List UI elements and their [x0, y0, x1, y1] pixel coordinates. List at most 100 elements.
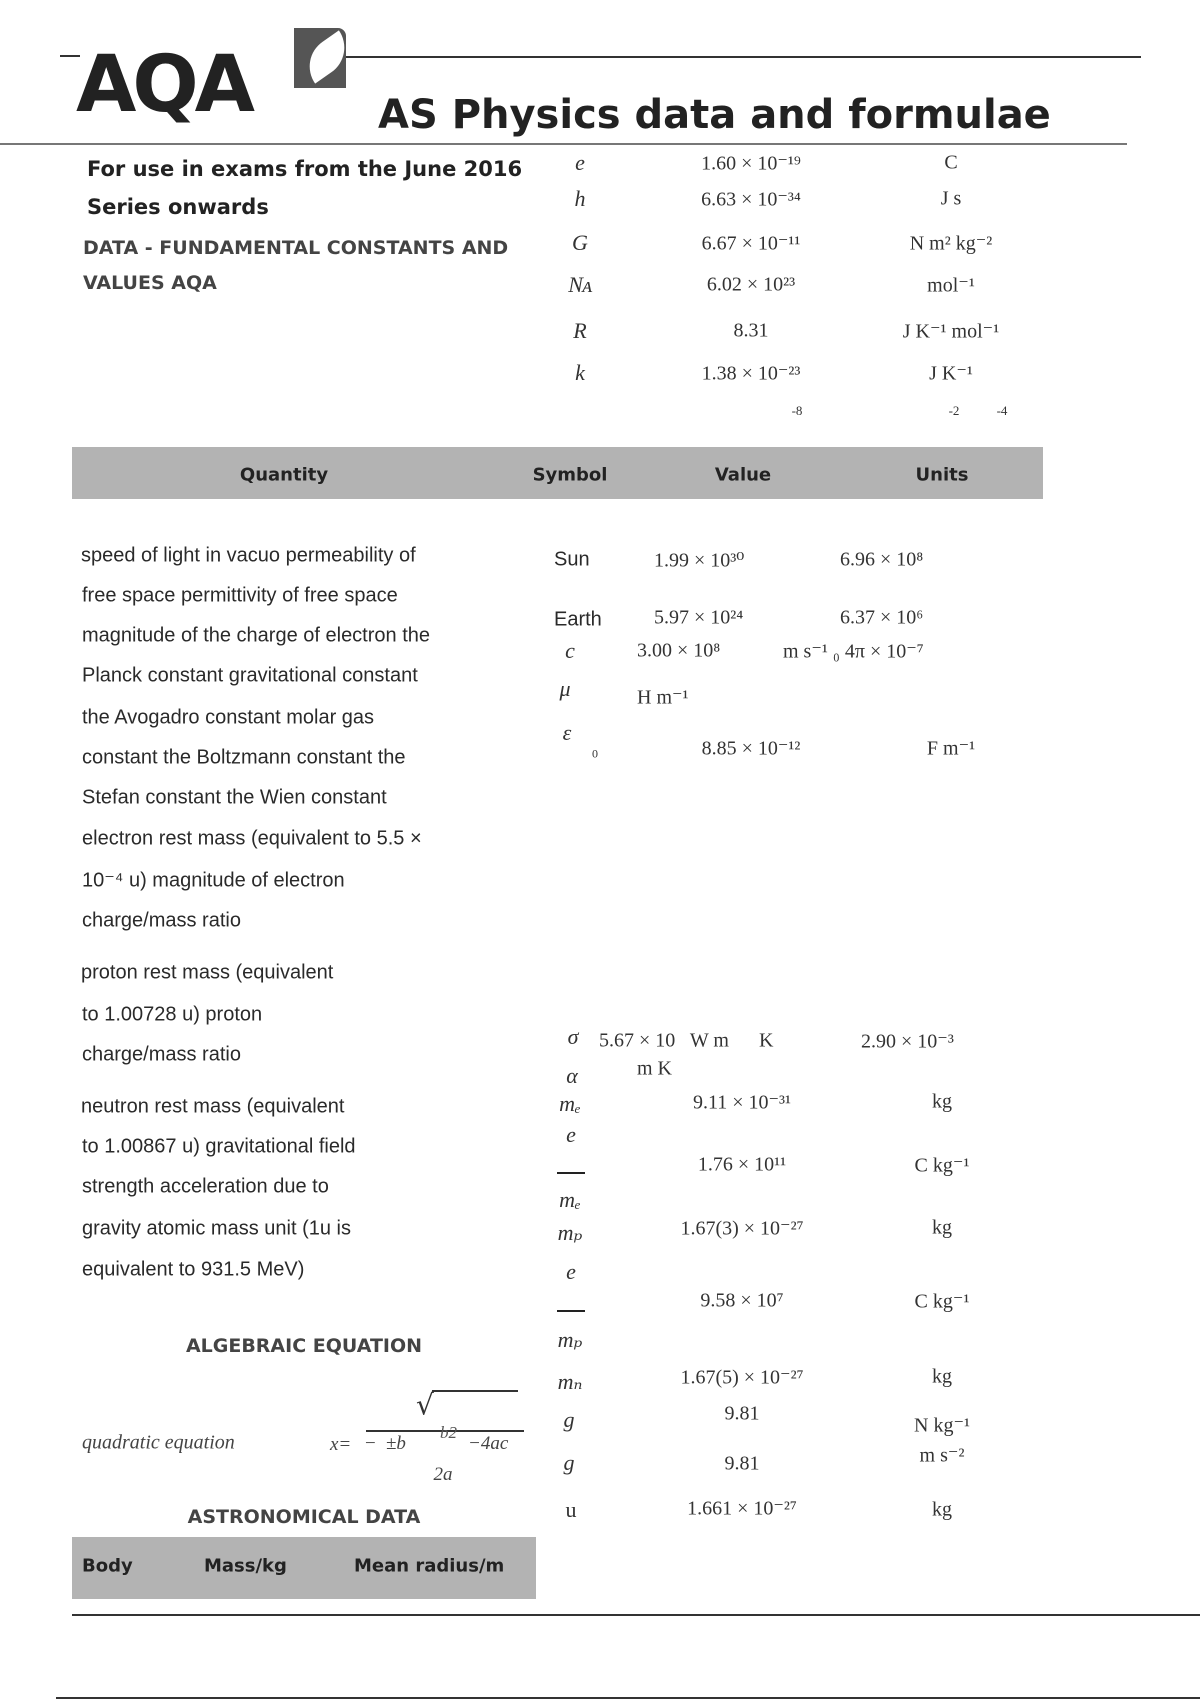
fraction-bar [557, 1310, 585, 1312]
constant-units: C [944, 151, 958, 174]
symbol-g: g [563, 1407, 575, 1432]
subtitle-line-2: Series onwards [87, 195, 269, 219]
units-mp: kg [932, 1216, 952, 1239]
units-e-me: C kg⁻¹ [914, 1154, 970, 1177]
section-heading-line-2: VALUES AQA [83, 272, 217, 294]
value-e-mp: 9.58 × 10⁷ [700, 1289, 784, 1312]
symbol-mu: μ [559, 676, 571, 701]
formula-minus: − [365, 1433, 376, 1454]
quantity-line: electron rest mass (equivalent to 5.5 × [82, 827, 422, 850]
fraction-denominator: mₚ [557, 1327, 583, 1352]
quantity-line: free space permittivity of free space [82, 584, 398, 607]
constant-units: J s [940, 187, 962, 210]
constant-symbol: e [575, 150, 585, 175]
stray-exponent: -8 [791, 403, 803, 418]
formula-denominator: 2a [433, 1464, 453, 1485]
proton-line: charge/mass ratio [82, 1043, 241, 1066]
astro-body: Sun [554, 548, 590, 571]
neutron-line: gravity atomic mass unit (1u is [82, 1217, 351, 1240]
constant-value: 8.31 [733, 319, 769, 342]
units-mu: H m⁻¹ [637, 686, 689, 709]
constant-units: J K⁻¹ mol⁻¹ [902, 320, 1000, 343]
units-u: kg [932, 1498, 952, 1521]
header-dash [60, 55, 80, 57]
value-wien: 2.90 × 10⁻³ [861, 1030, 954, 1053]
quantity-line: charge/mass ratio [82, 909, 241, 932]
symbol-u: u [565, 1497, 577, 1522]
formula-x-equals: x= [330, 1434, 352, 1455]
symbol-c: c [565, 638, 575, 663]
symbol-mn: mₙ [557, 1369, 583, 1394]
aqa-logo-mark-icon [294, 28, 346, 88]
column-header-units: Units [915, 464, 969, 486]
constant-symbol: Nᴀ [568, 272, 592, 297]
footer-rule-bottom [56, 1697, 1200, 1699]
astro-mass: 1.99 × 10³⁰ [654, 549, 745, 572]
header-top-rule [345, 56, 1141, 58]
formula-sqrt-icon: √ [416, 1388, 434, 1422]
astronomical-data-heading: ASTRONOMICAL DATA [187, 1506, 421, 1528]
symbol-mp: mₚ [557, 1220, 583, 1245]
astro-body: Earth [554, 608, 602, 631]
column-header-symbol: Symbol [532, 464, 608, 486]
constant-symbol: h [574, 186, 586, 211]
value-sigma: 5.67 × 10 W m K [599, 1029, 774, 1052]
symbol-g: g [563, 1450, 575, 1475]
neutron-line: strength acceleration due to [82, 1175, 329, 1198]
astro-col-body: Body [82, 1555, 133, 1577]
astro-col-mass: Mass/kg [204, 1555, 287, 1577]
constant-value: 6.67 × 10⁻¹¹ [701, 232, 801, 255]
units-alpha: m K [637, 1057, 672, 1080]
units-mn: kg [932, 1365, 952, 1388]
constant-symbol: G [572, 230, 588, 255]
neutron-line: neutron rest mass (equivalent [81, 1095, 345, 1118]
symbol-me: mₑ [559, 1091, 581, 1116]
fraction-denominator: mₑ [559, 1187, 581, 1212]
quantity-line: speed of light in vacuo permeability of [81, 544, 416, 567]
units-e-mp: C kg⁻¹ [914, 1290, 970, 1313]
constant-symbol: R [573, 318, 587, 343]
value-u: 1.661 × 10⁻²⁷ [687, 1497, 797, 1520]
constant-symbol: k [575, 360, 585, 385]
units-c: m s⁻¹ ₀ 4π × 10⁻⁷ [783, 640, 924, 663]
stray-exponent: -4 [996, 403, 1008, 418]
symbol-epsilon-subscript: 0 [592, 746, 598, 761]
quadratic-equation-label: quadratic equation [82, 1431, 235, 1454]
algebraic-equation-heading: ALGEBRAIC EQUATION [185, 1335, 423, 1357]
value-me: 9.11 × 10⁻³¹ [692, 1091, 792, 1114]
astro-radius: 6.96 × 10⁸ [840, 548, 924, 571]
constant-value: 6.63 × 10⁻³⁴ [701, 188, 801, 211]
value-e-me: 1.76 × 10¹¹ [697, 1153, 787, 1176]
formula-minus-4ac: −4ac [468, 1433, 509, 1454]
value-mp: 1.67(3) × 10⁻²⁷ [680, 1217, 804, 1240]
neutron-line: to 1.00867 u) gravitational field [82, 1135, 356, 1158]
formula-b-squared: b2 [440, 1423, 457, 1442]
fraction-bar [557, 1172, 585, 1174]
units-epsilon: F m⁻¹ [926, 737, 976, 760]
fraction-numerator: e [566, 1259, 576, 1284]
aqa-logo-text: AQA [76, 40, 255, 130]
table-header-bar [72, 447, 1043, 499]
constant-value: 1.60 × 10⁻¹⁹ [701, 152, 801, 175]
fraction-numerator: e [566, 1122, 576, 1147]
stray-exponent: -2 [948, 403, 960, 418]
astro-radius: 6.37 × 10⁶ [840, 606, 924, 629]
value-g: 9.81 [724, 1452, 760, 1475]
units-me: kg [932, 1090, 952, 1113]
footer-rule [72, 1614, 1200, 1616]
page-title: AS Physics data and formulae [378, 92, 1051, 138]
astro-col-radius: Mean radius/m [354, 1555, 505, 1577]
quantity-line: magnitude of the charge of electron the [82, 624, 431, 647]
value-mn: 1.67(5) × 10⁻²⁷ [680, 1366, 804, 1389]
column-header-quantity: Quantity [239, 464, 329, 486]
constant-value: 6.02 × 10²³ [706, 273, 796, 296]
quantity-line: 10⁻⁴ u) magnitude of electron [82, 869, 345, 892]
section-heading-line-1: DATA - FUNDAMENTAL CONSTANTS AND [83, 237, 509, 259]
symbol-epsilon: ε [562, 720, 572, 745]
formula-sqrt-bar [432, 1390, 518, 1392]
quantity-line: constant the Boltzmann constant the [82, 746, 406, 769]
formula-pm-b: ±b [386, 1433, 406, 1454]
units-g: m s⁻² [919, 1444, 965, 1467]
subtitle-line-1: For use in exams from the June 2016 [87, 157, 523, 181]
quantity-line: Stefan constant the Wien constant [82, 786, 387, 809]
